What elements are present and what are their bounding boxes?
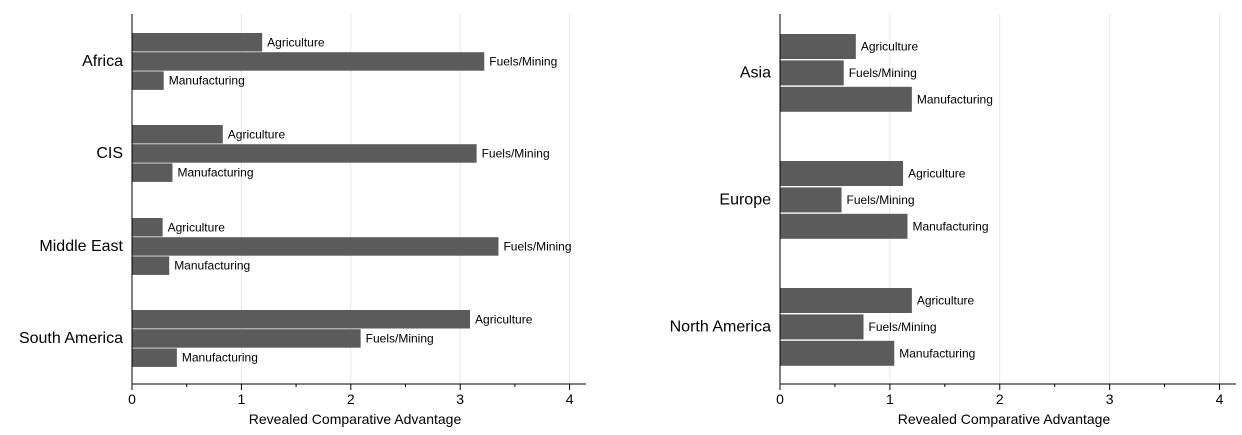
bar-label: Agriculture <box>267 35 325 49</box>
x-axis-title: Revealed Comparative Advantage <box>898 411 1111 427</box>
category-label: CIS <box>96 145 123 162</box>
bar <box>780 340 895 366</box>
bar-label: Manufacturing <box>899 346 975 360</box>
x-tick-label: 1 <box>237 391 245 407</box>
bar-label: Fuels/Mining <box>366 331 434 345</box>
bar <box>780 187 842 213</box>
bar <box>132 71 164 90</box>
x-tick-label: 4 <box>1216 391 1224 407</box>
category-label: Middle East <box>39 238 123 255</box>
x-tick-label: 2 <box>996 391 1004 407</box>
bar-label: Manufacturing <box>177 166 253 180</box>
bar <box>780 86 912 112</box>
category-label: Europe <box>719 191 771 208</box>
x-tick-label: 3 <box>1106 391 1114 407</box>
bar <box>132 218 163 237</box>
x-tick-label: 0 <box>128 391 136 407</box>
bar <box>132 329 361 348</box>
bar <box>132 310 471 329</box>
bar-label: Agriculture <box>908 167 966 181</box>
category-label: South America <box>19 330 123 347</box>
bar-label: Fuels/Mining <box>503 239 571 253</box>
bar <box>132 125 223 144</box>
category-label: Asia <box>740 64 771 81</box>
bar-label: Fuels/Mining <box>482 146 550 160</box>
x-tick-label: 0 <box>776 391 784 407</box>
bar-label: Agriculture <box>228 127 286 141</box>
bar <box>132 237 499 256</box>
bar-label: Manufacturing <box>182 351 258 365</box>
bar-label: Agriculture <box>861 40 919 54</box>
bar <box>132 52 485 71</box>
bar-label: Agriculture <box>168 220 226 234</box>
bar-label: Fuels/Mining <box>489 54 557 68</box>
x-tick-label: 4 <box>566 391 574 407</box>
category-label: North America <box>670 318 771 335</box>
right-chart-panel: AgricultureFuels/MiningManufacturingAsia… <box>670 14 1236 427</box>
left-chart-panel: Agriculture Fuels/Mining Manufacturing Afri… <box>19 14 586 427</box>
bar <box>780 314 864 340</box>
x-tick-label: 1 <box>886 391 894 407</box>
category-label: Africa <box>82 53 123 70</box>
bar-label: Manufacturing <box>174 259 250 273</box>
bar-label: Fuels/Mining <box>847 193 915 207</box>
bar <box>132 144 477 163</box>
x-axis-title: Revealed Comparative Advantage <box>249 411 462 427</box>
bar-label: Fuels/Mining <box>849 66 917 80</box>
bar <box>780 34 856 59</box>
bar-label: Agriculture <box>917 294 975 308</box>
bar <box>780 161 904 186</box>
bar-label: Manufacturing <box>917 92 993 106</box>
bar-label: Fuels/Mining <box>869 320 937 334</box>
bar <box>780 288 912 313</box>
x-tick-label: 2 <box>347 391 355 407</box>
bar <box>132 348 177 367</box>
bar <box>132 163 173 182</box>
bar <box>780 60 844 86</box>
bar-label: Manufacturing <box>169 74 245 88</box>
bar-label: Agriculture <box>475 312 533 326</box>
x-tick-label: 3 <box>456 391 464 407</box>
bar <box>132 33 263 52</box>
bar <box>780 213 908 239</box>
bar <box>132 256 170 275</box>
bar-label: Manufacturing <box>912 219 988 233</box>
